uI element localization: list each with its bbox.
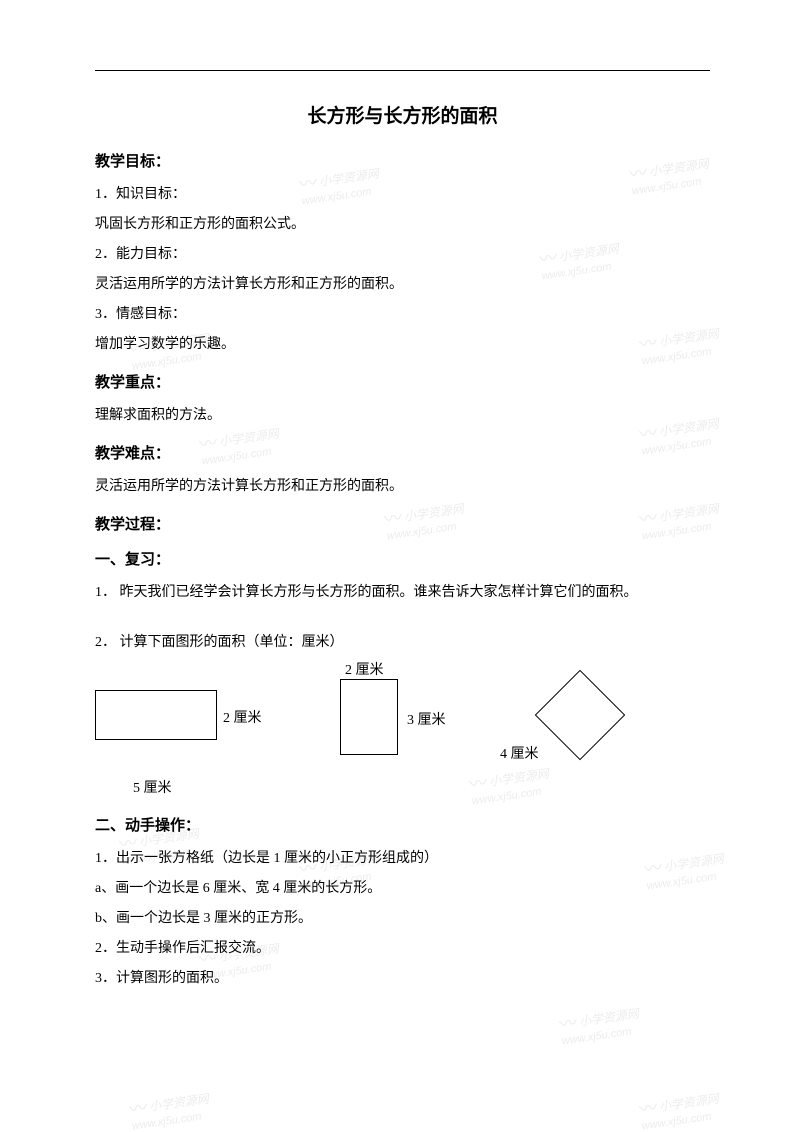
rectangle-shape-1 [95,690,217,740]
rectangle-shape-2 [340,679,398,755]
text-line: 2． 计算下面图形的面积（单位：厘米） [95,629,710,657]
text-line: 理解求面积的方法。 [95,402,710,430]
watermark: 〰小学资源网www.xj5u.com [638,1090,722,1132]
document-page: 长方形与长方形的面积 教学目标： 1．知识目标： 巩固长方形和正方形的面积公式。… [0,0,800,1045]
page-top-rule [95,70,710,71]
heading-keypoint: 教学重点： [95,371,710,392]
text-line: 3．计算图形的面积。 [95,965,710,993]
heading-process: 教学过程： [95,513,710,534]
shape3-label: 4 厘米 [500,743,539,763]
text-line: 1． 昨天我们已经学会计算长方形与长方形的面积。谁来告诉大家怎样计算它们的面积。 [95,579,710,607]
shape2-right-label: 3 厘米 [407,709,446,729]
text-line: 1．知识目标： [95,181,710,209]
text-line: 灵活运用所学的方法计算长方形和正方形的面积。 [95,271,710,299]
diamond-shape [535,670,626,761]
spacer [95,609,710,627]
text-line: 2．生动手操作后汇报交流。 [95,935,710,963]
text-line: a、画一个边长是 6 厘米、宽 4 厘米的长方形。 [95,875,710,903]
subheading-handson: 二、动手操作： [95,814,710,835]
subheading-review: 一、复习： [95,548,710,569]
text-line: 3．情感目标： [95,301,710,329]
heading-difficulty: 教学难点： [95,442,710,463]
shape2-top-label: 2 厘米 [345,659,384,679]
document-title: 长方形与长方形的面积 [95,101,710,128]
text-line: b、画一个边长是 3 厘米的正方形。 [95,905,710,933]
shape1-bottom-label: 5 厘米 [133,777,172,797]
text-line: 巩固长方形和正方形的面积公式。 [95,211,710,239]
heading-goals: 教学目标： [95,150,710,171]
text-line: 2．能力目标： [95,241,710,269]
shapes-figure-row: 2 厘米 2 厘米 3 厘米 4 厘米 5 厘米 [95,665,710,800]
diamond-shape-wrap [535,670,625,760]
text-line: 增加学习数学的乐趣。 [95,331,710,359]
shape1-right-label: 2 厘米 [223,707,262,727]
text-line: 灵活运用所学的方法计算长方形和正方形的面积。 [95,473,710,501]
watermark: 〰小学资源网www.xj5u.com [128,1090,212,1132]
text-line: 1．出示一张方格纸（边长是 1 厘米的小正方形组成的） [95,845,710,873]
